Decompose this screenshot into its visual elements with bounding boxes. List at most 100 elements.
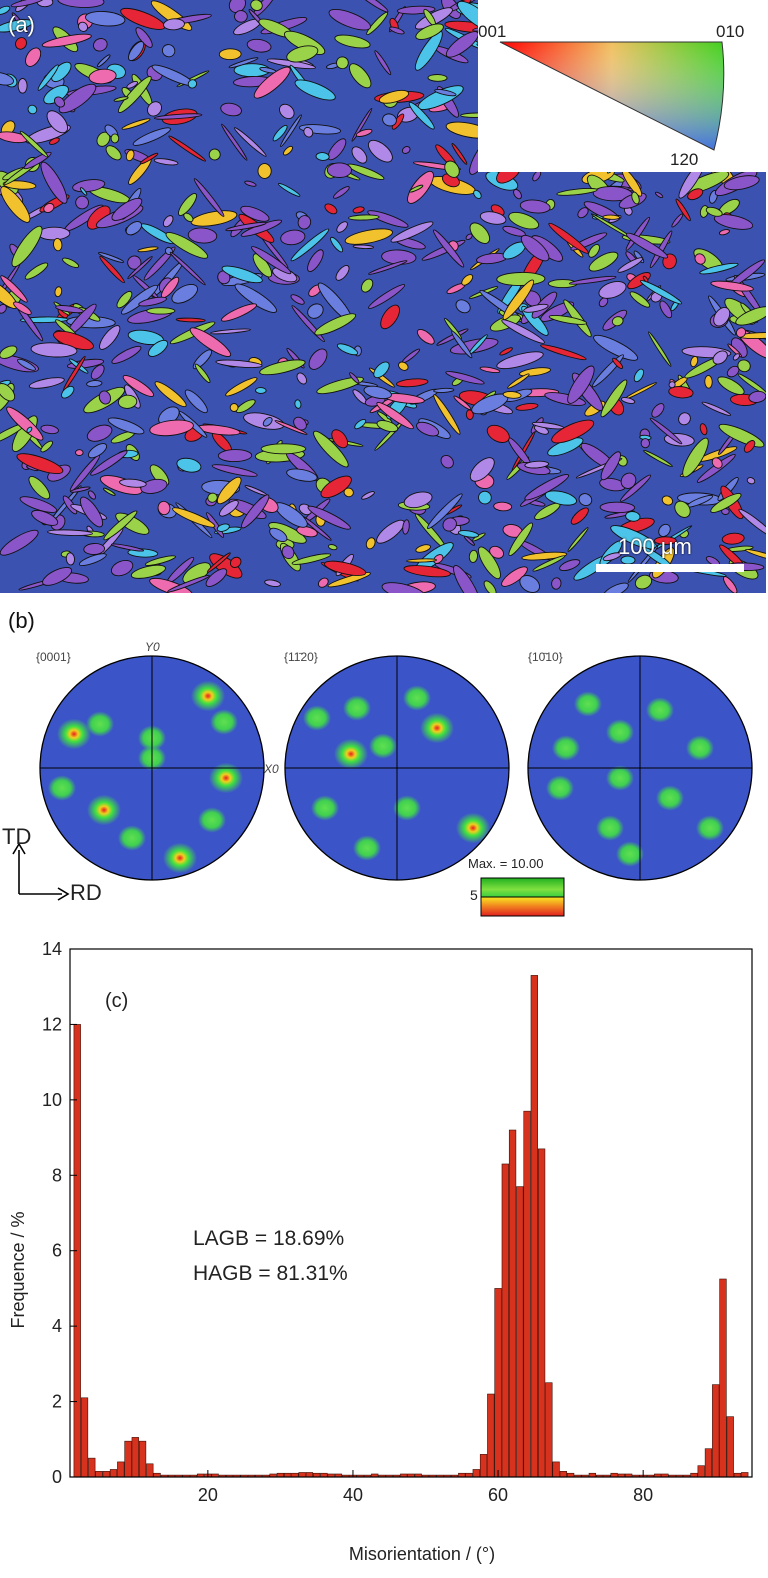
grain: [711, 457, 723, 469]
texture-pole: [57, 718, 91, 750]
texture-pole: [403, 685, 431, 711]
grain: [251, 246, 292, 275]
grain: [77, 21, 89, 32]
grain: [556, 188, 598, 196]
grain: [373, 361, 390, 379]
grain: [17, 78, 28, 94]
grain: [122, 375, 155, 397]
grain: [416, 421, 440, 437]
grain: [671, 213, 684, 228]
grain: [194, 363, 211, 384]
grain: [354, 418, 367, 430]
grain: [90, 364, 105, 380]
grain: [217, 449, 253, 463]
grain: [99, 475, 143, 495]
grain: [171, 283, 198, 304]
grain: [349, 63, 372, 89]
grain: [712, 350, 728, 365]
grain: [103, 510, 138, 541]
grain: [414, 30, 443, 71]
grain: [349, 372, 360, 384]
pole-figure-outline: [527, 655, 753, 881]
grain: [206, 552, 231, 573]
grain: [220, 102, 242, 117]
grain: [290, 294, 305, 305]
grain: [489, 545, 504, 559]
grain: [327, 572, 371, 588]
texture-pole: [420, 712, 454, 744]
grain: [366, 11, 388, 36]
grain: [444, 317, 462, 340]
grain: [274, 420, 308, 435]
histogram-bar: [741, 1472, 749, 1478]
grain: [41, 33, 92, 48]
grain: [416, 329, 435, 345]
grain: [625, 232, 669, 259]
grain: [235, 399, 256, 414]
hagb-annotation: HAGB = 81.31%: [193, 1262, 348, 1285]
grain: [674, 500, 691, 518]
grain: [314, 313, 357, 336]
grain: [119, 478, 147, 488]
grain: [55, 305, 84, 314]
grain: [169, 251, 206, 286]
colorbar-max-label: Max. = 10.00: [468, 856, 544, 871]
grain: [87, 443, 108, 459]
grain: [365, 537, 376, 550]
grain: [602, 582, 629, 593]
texture-pole: [209, 762, 243, 794]
grain: [86, 424, 113, 442]
grain: [113, 96, 129, 102]
grain: [600, 451, 621, 481]
grain: [147, 101, 162, 117]
grain: [53, 237, 63, 252]
grain: [168, 135, 207, 162]
grain: [451, 143, 468, 165]
grain: [255, 387, 267, 394]
histogram-bar: [472, 1469, 480, 1478]
grain: [451, 330, 473, 359]
grain: [87, 490, 97, 500]
grain: [600, 379, 628, 418]
rd-arrow-head: [57, 887, 70, 901]
grain: [293, 416, 307, 431]
grain: [643, 449, 673, 468]
grain: [205, 568, 228, 587]
panel-a-label: (a): [8, 12, 35, 37]
colorbar-mid-label: 5: [470, 887, 478, 903]
grain: [317, 577, 329, 588]
y-tick-label: 8: [52, 1165, 62, 1185]
grain: [125, 149, 135, 162]
grain: [228, 57, 259, 69]
grain: [620, 472, 637, 489]
grain: [42, 567, 73, 586]
grain: [130, 564, 166, 579]
texture-pole: [616, 841, 644, 867]
x-tick-label: 20: [198, 1485, 218, 1505]
histogram-bar: [537, 1148, 546, 1478]
grain: [611, 316, 624, 327]
histogram-bar: [298, 1472, 306, 1478]
grain: [434, 88, 457, 97]
grain: [625, 511, 641, 522]
grain-layer: [0, 0, 766, 593]
grain: [241, 494, 270, 529]
texture-pole: [656, 785, 684, 811]
grain: [6, 406, 44, 441]
grain: [234, 127, 267, 157]
grain: [75, 195, 89, 210]
grain: [746, 477, 756, 485]
histogram-bars: [73, 975, 749, 1478]
grain: [313, 430, 349, 468]
grain: [717, 376, 745, 395]
grain: [735, 306, 766, 326]
y-axis-label: Frequence / %: [8, 1211, 28, 1328]
grain: [508, 211, 540, 230]
grain: [508, 522, 533, 557]
plot-frame: [69, 948, 753, 1478]
histogram-bar: [697, 1465, 705, 1478]
histogram-bar: [487, 1393, 495, 1478]
grain: [215, 359, 263, 369]
grain: [47, 529, 93, 536]
texture-pole: [393, 795, 421, 821]
